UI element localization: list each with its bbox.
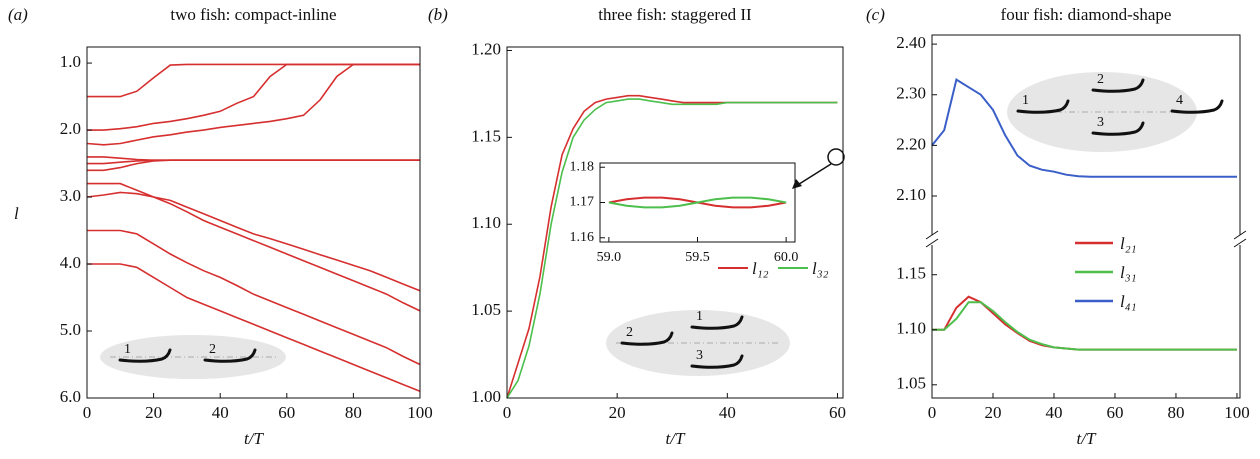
y-tick-label: 1.10 [471, 213, 501, 232]
fish-label: 3 [696, 348, 703, 363]
x-axis-label: t/T [666, 429, 686, 448]
arrow-head [792, 179, 802, 189]
y-tick-label: 2.10 [896, 185, 926, 204]
x-tick-label: 0 [928, 403, 937, 422]
panel-label: (a) [8, 5, 28, 24]
axis-break [925, 230, 1247, 248]
x-tick-label: 60 [278, 403, 295, 422]
x-tick-label: 20 [609, 403, 626, 422]
panel-label: (b) [428, 5, 448, 24]
zoom-circle [827, 148, 845, 166]
y-tick-label: 1.00 [471, 387, 501, 406]
y-tick-label: 4.0 [60, 253, 81, 272]
chart-title: four fish: diamond-shape [1001, 5, 1172, 24]
x-tick-label: 80 [345, 403, 362, 422]
x-tick-label: 0 [83, 403, 92, 422]
fish [1016, 99, 1070, 114]
data-line [87, 63, 420, 131]
fish [1091, 78, 1145, 93]
y-tick-label: 5.0 [60, 320, 81, 339]
legend-label: l₃₁ [1120, 263, 1137, 282]
x-tick-label: 60.0 [774, 250, 799, 265]
y-tick-label: 2.30 [896, 84, 926, 103]
x-tick-label: 100 [1224, 403, 1250, 422]
x-tick-label: 40 [719, 403, 736, 422]
data-line [86, 191, 421, 312]
y-tick-label: 1.18 [570, 159, 595, 174]
x-tick-label: 20 [984, 403, 1001, 422]
data-line [87, 229, 421, 366]
fish-label: 1 [124, 342, 131, 357]
axes-frame [86, 46, 421, 399]
data-line [87, 263, 421, 393]
y-tick-label: 1.05 [471, 300, 501, 319]
y-tick-label: 2.0 [60, 119, 81, 138]
fish-label: 1 [1022, 93, 1029, 108]
axes-frame [506, 46, 844, 399]
data-line [87, 182, 421, 292]
x-tick-label: 40 [212, 403, 229, 422]
x-tick-label: 0 [503, 403, 512, 422]
data-line [608, 196, 787, 209]
data-line [931, 78, 1237, 178]
fish-label: 2 [626, 325, 633, 340]
fish [203, 348, 257, 363]
schematic-bg [1007, 72, 1197, 152]
x-tick-label: 20 [145, 403, 162, 422]
fish-label: 2 [209, 342, 216, 357]
fish [690, 315, 744, 330]
legend-label: l₄₁ [1120, 292, 1137, 311]
y-tick-label: 1.15 [471, 126, 501, 145]
fish [118, 348, 172, 363]
fish-label: 4 [1176, 93, 1183, 108]
x-tick-label: 59.0 [597, 250, 622, 265]
chart-title: two fish: compact-inline [170, 5, 336, 24]
data-line [87, 63, 420, 98]
y-tick-label: 1.15 [896, 264, 926, 283]
y-tick-label: 1.16 [570, 230, 595, 245]
y-axis-label: l [14, 204, 19, 223]
legend-label: l₃₂ [812, 259, 829, 278]
y-tick-label: 2.20 [896, 134, 926, 153]
data-line [86, 63, 420, 146]
x-tick-label: 80 [1167, 403, 1184, 422]
legend-label: l₂₁ [1120, 234, 1137, 253]
y-tick-label: 6.0 [60, 387, 81, 406]
chart-title: three fish: staggered II [598, 5, 752, 24]
panel-label: (c) [866, 5, 885, 24]
fish-label: 3 [1097, 115, 1104, 130]
data-line [932, 301, 1237, 351]
y-tick-label: 1.0 [60, 52, 81, 71]
fish [620, 331, 674, 346]
data-line [506, 98, 838, 399]
x-tick-label: 59.5 [685, 250, 710, 265]
legend-label: l₁₂ [752, 259, 769, 278]
axes-frame [931, 34, 1241, 399]
data-line [932, 295, 1237, 351]
zoom-arrow [795, 163, 832, 187]
fish [1091, 121, 1145, 136]
x-axis-label: t/T [1077, 429, 1097, 448]
fish-label: 2 [1097, 72, 1104, 87]
fish-label: 1 [696, 309, 703, 324]
y-tick-label: 1.17 [570, 195, 595, 210]
data-line [87, 159, 420, 172]
y-tick-label: 1.10 [896, 319, 926, 338]
x-axis-label: t/T [244, 429, 264, 448]
fish [690, 354, 744, 369]
x-tick-label: 60 [1106, 403, 1123, 422]
y-tick-label: 1.20 [471, 39, 501, 58]
x-tick-label: 100 [407, 403, 433, 422]
y-tick-label: 3.0 [60, 186, 81, 205]
y-tick-label: 2.40 [896, 33, 926, 52]
x-tick-label: 60 [829, 403, 846, 422]
y-tick-label: 1.05 [896, 374, 926, 393]
x-tick-label: 40 [1045, 403, 1062, 422]
fish [1170, 99, 1224, 114]
